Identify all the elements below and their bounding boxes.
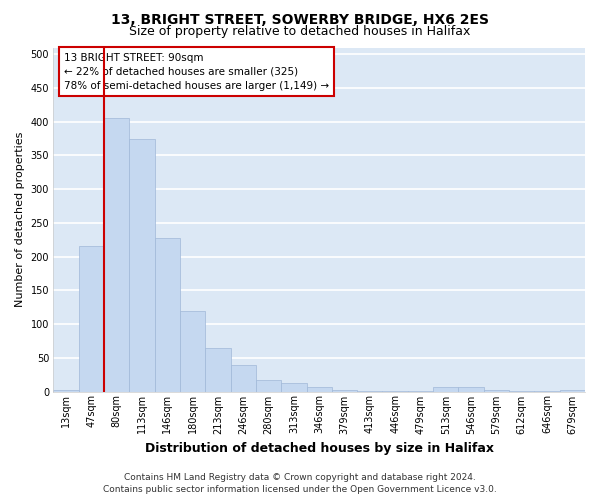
- Bar: [332, 390, 357, 392]
- Bar: [458, 388, 484, 392]
- Bar: [535, 391, 560, 392]
- Bar: [382, 391, 408, 392]
- Text: 13 BRIGHT STREET: 90sqm
← 22% of detached houses are smaller (325)
78% of semi-d: 13 BRIGHT STREET: 90sqm ← 22% of detache…: [64, 52, 329, 90]
- Bar: [357, 391, 382, 392]
- Bar: [408, 391, 433, 392]
- Bar: [230, 364, 256, 392]
- Text: Contains HM Land Registry data © Crown copyright and database right 2024.
Contai: Contains HM Land Registry data © Crown c…: [103, 472, 497, 494]
- Bar: [256, 380, 281, 392]
- Bar: [433, 388, 458, 392]
- Bar: [560, 390, 585, 392]
- Bar: [281, 384, 307, 392]
- Bar: [484, 390, 509, 392]
- Text: 13, BRIGHT STREET, SOWERBY BRIDGE, HX6 2ES: 13, BRIGHT STREET, SOWERBY BRIDGE, HX6 2…: [111, 12, 489, 26]
- Text: Size of property relative to detached houses in Halifax: Size of property relative to detached ho…: [130, 25, 470, 38]
- Bar: [155, 238, 180, 392]
- Bar: [205, 348, 230, 392]
- Y-axis label: Number of detached properties: Number of detached properties: [15, 132, 25, 307]
- Bar: [307, 388, 332, 392]
- Bar: [180, 310, 205, 392]
- X-axis label: Distribution of detached houses by size in Halifax: Distribution of detached houses by size …: [145, 442, 494, 455]
- Bar: [104, 118, 129, 392]
- Bar: [509, 391, 535, 392]
- Bar: [53, 390, 79, 392]
- Bar: [79, 246, 104, 392]
- Bar: [129, 138, 155, 392]
